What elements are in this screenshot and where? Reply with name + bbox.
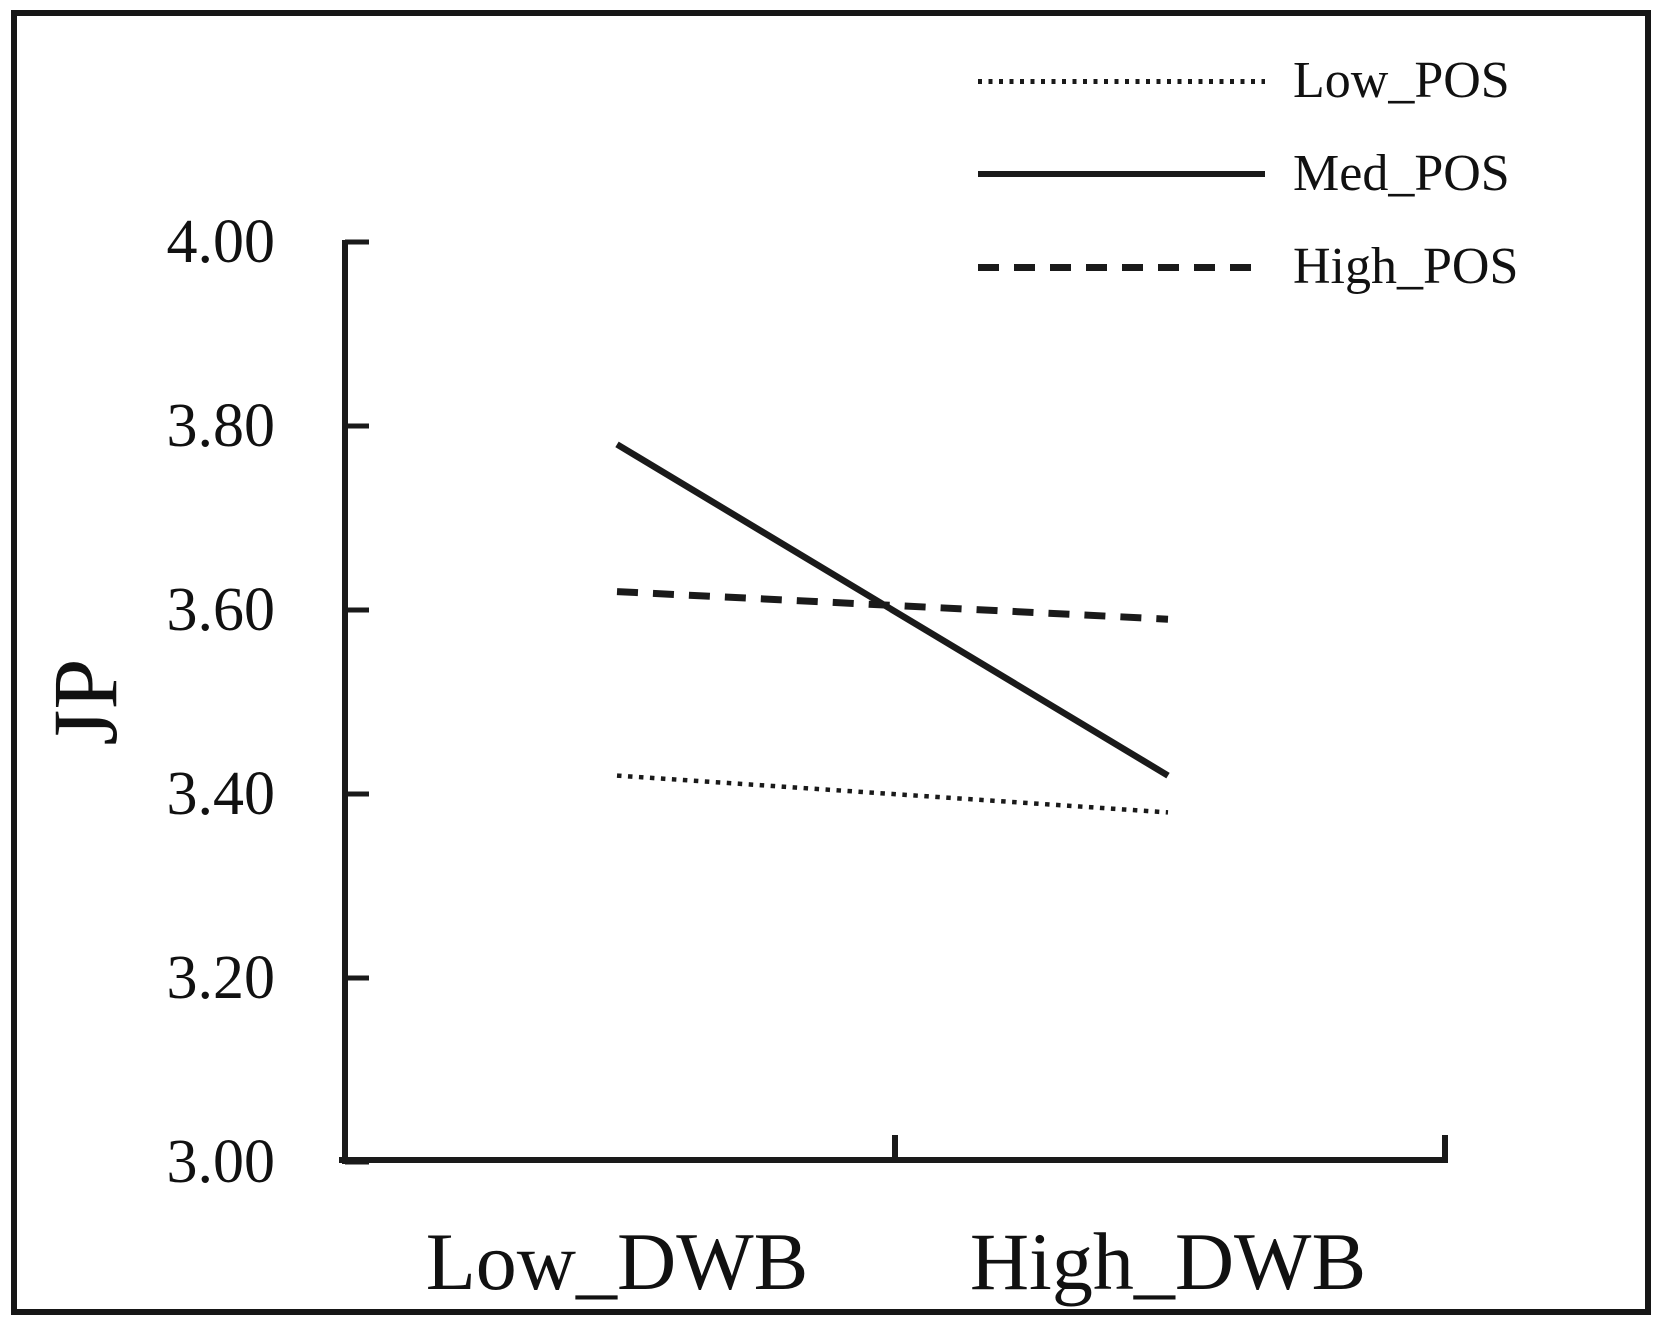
legend-label: High_POS	[1293, 238, 1519, 295]
y-tick-label: 4.00	[166, 208, 276, 276]
x-category-label: High_DWB	[969, 1216, 1367, 1307]
x-category-label: Low_DWB	[425, 1216, 809, 1307]
legend-label: Low_POS	[1293, 52, 1510, 109]
y-tick-label: 3.00	[166, 1128, 276, 1196]
legend-item: Low_POS	[978, 50, 1518, 112]
y-tick-label: 3.40	[166, 760, 276, 828]
legend-item: Med_POS	[978, 143, 1518, 205]
legend-label: Med_POS	[1293, 145, 1510, 202]
legend-dashed-line-swatch	[978, 263, 1265, 271]
legend-item: High_POS	[978, 236, 1518, 298]
chart-frame	[11, 10, 1651, 1315]
series-line-Low_POS	[616, 773, 1169, 815]
legend-solid-line-swatch	[978, 171, 1265, 177]
legend-dotted-line-swatch	[978, 78, 1265, 84]
y-tick-label: 3.80	[166, 392, 276, 460]
series-line-Med_POS	[615, 441, 1170, 779]
y-tick-label: 3.20	[166, 944, 276, 1012]
legend: Low_POS Med_POS High_POS	[978, 50, 1518, 329]
series-line-High_POS	[616, 588, 1169, 623]
y-tick-label: 3.60	[166, 576, 276, 644]
